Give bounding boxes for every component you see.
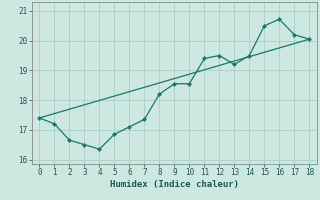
- X-axis label: Humidex (Indice chaleur): Humidex (Indice chaleur): [110, 180, 239, 189]
